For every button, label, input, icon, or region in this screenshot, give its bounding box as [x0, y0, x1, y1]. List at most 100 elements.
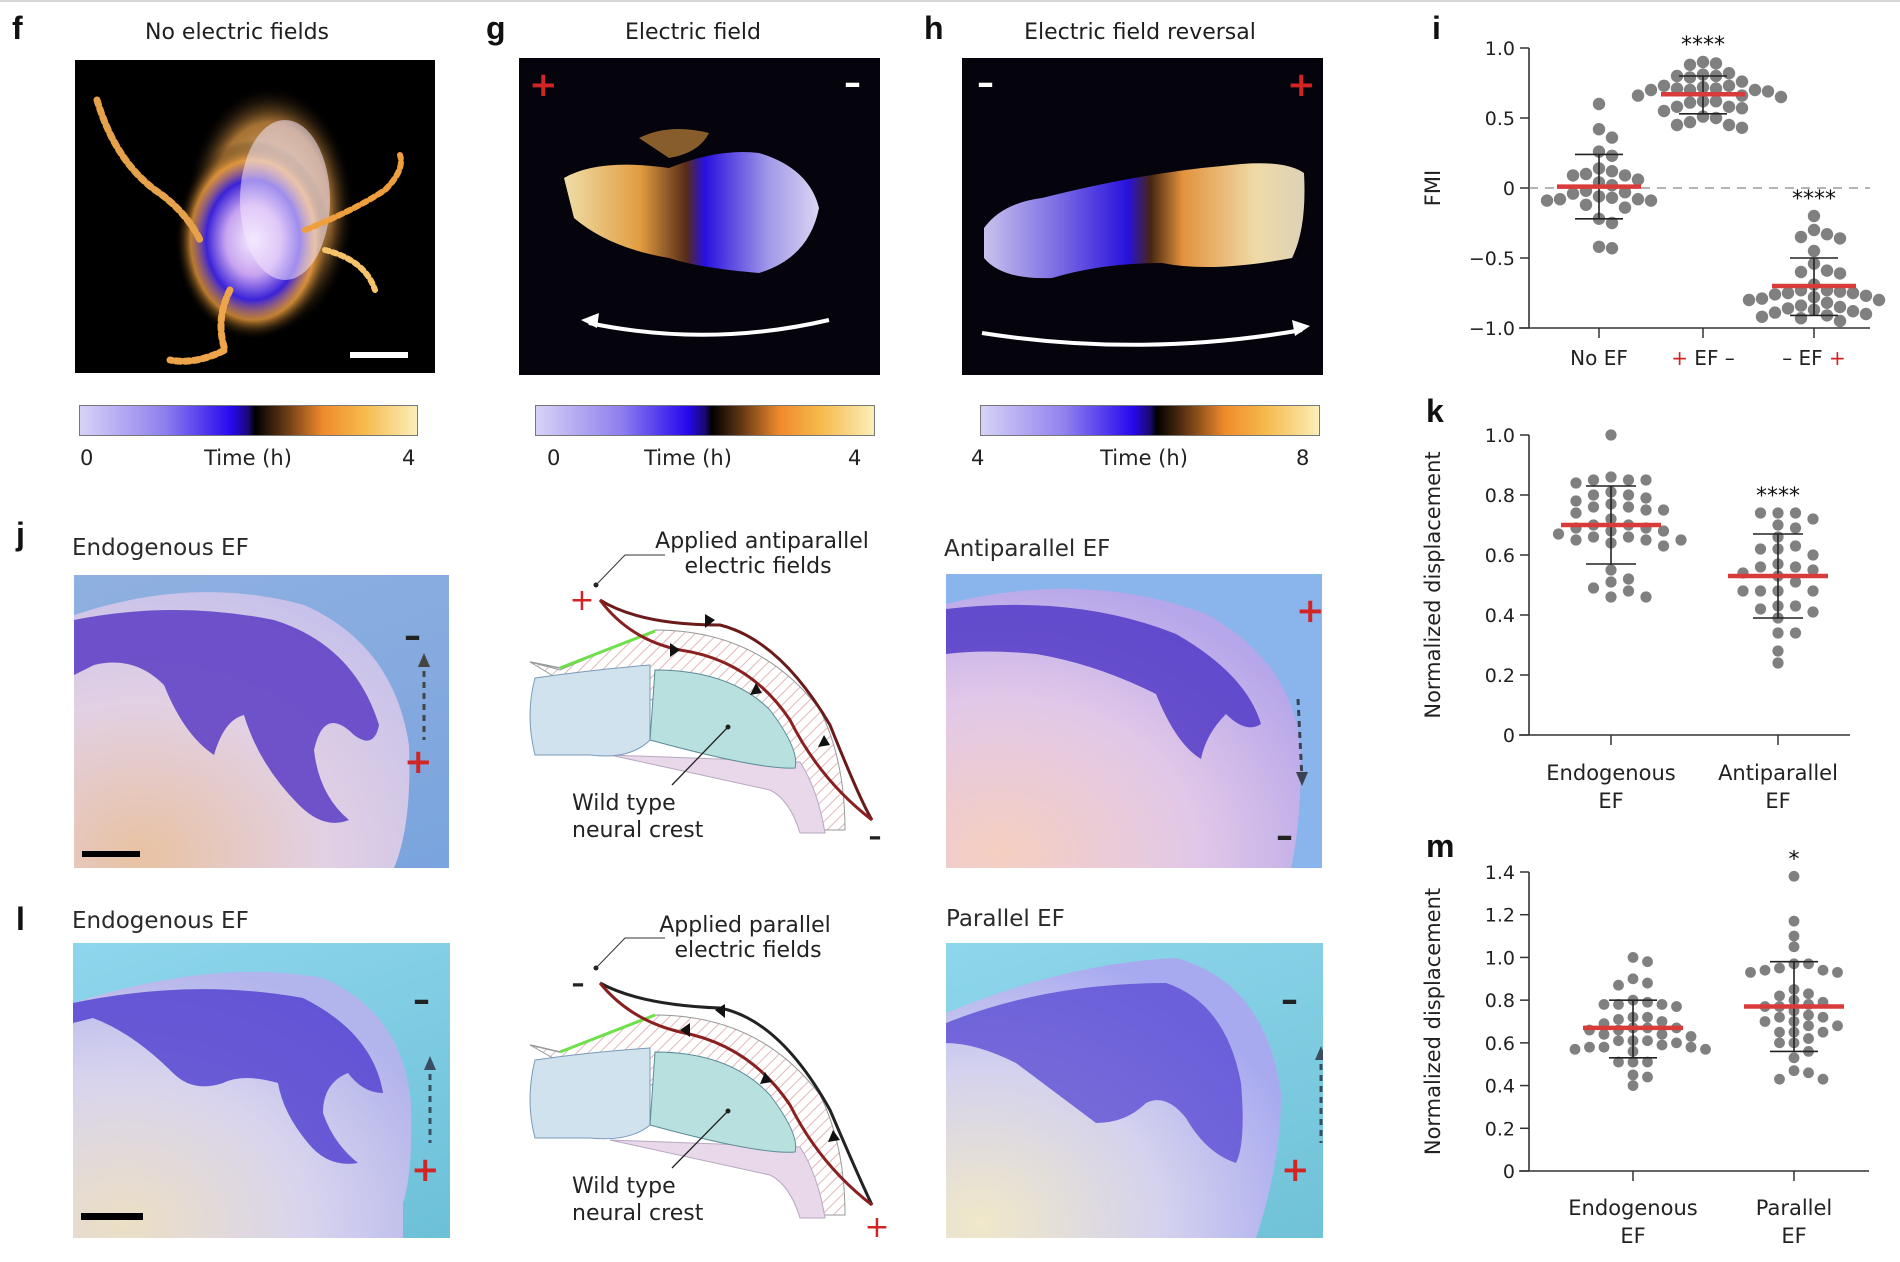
antiparallel-displacement-dot-plot: 0 0.2 0.4 0.6 0.8 1.0 Normalized displacement E… [1421, 425, 1850, 813]
field-line [599, 598, 874, 821]
data-point [1579, 167, 1593, 181]
data-point [1807, 564, 1819, 576]
trajectory-image-no-field [75, 60, 435, 373]
data-point [1683, 96, 1697, 109]
data-point [1832, 1020, 1843, 1032]
data-point [1552, 528, 1565, 540]
data-point [1584, 1041, 1595, 1053]
data-point [1685, 1041, 1697, 1053]
trajectory-cluster-field-reversal [981, 163, 1310, 347]
data-point [1789, 540, 1802, 552]
x-tick-label-line2: EF [1765, 789, 1790, 813]
minus-sign: – [413, 980, 430, 1020]
significance-marker: **** [1681, 33, 1725, 58]
y-tick-label: 0.5 [1485, 108, 1515, 130]
y-tick-label: −0.5 [1469, 248, 1515, 270]
plus-sign: + [1281, 1150, 1310, 1190]
diagram-l-title-line1: Applied parallel [659, 913, 831, 938]
data-point [1566, 169, 1580, 182]
data-point [1722, 100, 1736, 114]
data-point [1735, 121, 1749, 134]
data-point [1671, 1037, 1682, 1049]
panel-label-m: m [1426, 828, 1455, 864]
trajectory-cluster-electric-field [564, 129, 830, 337]
embryo-image-endogenous-j: – + [74, 575, 449, 868]
panel-g-title: Electric field [625, 20, 761, 45]
diagram-l-end-sign: + [864, 1210, 889, 1245]
data-point [1605, 191, 1619, 204]
data-point [1657, 525, 1670, 537]
y-tick-label: 0.8 [1485, 485, 1515, 507]
data-point [1683, 71, 1697, 84]
x-tick-label-line1: Endogenous [1568, 1196, 1697, 1220]
embryo-stain [73, 971, 436, 1238]
data-point [1754, 585, 1767, 597]
data-point [1640, 534, 1652, 546]
x-tick-label-part: + [1671, 346, 1688, 370]
embryo-stain [946, 958, 1323, 1238]
data-point [1772, 657, 1784, 669]
plus-sign: + [1296, 591, 1322, 631]
data-point [1670, 82, 1684, 95]
antiparallel-field-diagram: Applied antiparallel electric fields + –… [529, 529, 882, 852]
data-point [1789, 522, 1802, 534]
data-point [1737, 585, 1749, 597]
data-point [1622, 501, 1635, 513]
cathode-minus-sign: – [844, 63, 861, 103]
x-tick-label-line1: Antiparallel [1718, 761, 1838, 785]
data-point [1613, 1013, 1624, 1025]
panel-label-l: l [16, 901, 25, 937]
parallel-displacement-dot-plot: 0 0.2 0.4 0.6 0.8 1.0 1.2 1.4 Normalized displac… [1421, 847, 1869, 1248]
data-point [1794, 312, 1808, 325]
data-point [1788, 915, 1800, 927]
data-point [1774, 990, 1785, 1002]
top-border [0, 0, 1900, 2]
data-point [1833, 232, 1847, 245]
data-point [1788, 1065, 1800, 1077]
x-tick-label: No EF [1570, 346, 1628, 370]
data-point [1794, 299, 1808, 312]
data-point [1768, 306, 1782, 319]
data-point [1627, 973, 1639, 985]
data-point [1598, 1028, 1610, 1040]
data-point [1657, 540, 1670, 552]
data-point [1642, 1035, 1653, 1047]
data-point [1605, 591, 1617, 603]
data-point [1657, 104, 1671, 118]
data-point [1709, 57, 1723, 70]
y-axis-label: Normalized displacement [1421, 451, 1445, 718]
data-point [1605, 471, 1617, 483]
y-tick-label: 0 [1503, 178, 1515, 200]
data-point [1807, 513, 1819, 525]
y-tick-label: 0.2 [1485, 665, 1515, 687]
colorbar-f-max: 4 [402, 446, 416, 470]
data-point [1618, 201, 1632, 214]
data-point [1656, 1028, 1668, 1040]
data-point [1820, 228, 1834, 241]
minus-sign: – [1281, 980, 1298, 1020]
data-point [1833, 285, 1847, 298]
diagram-j-start-sign: + [569, 583, 594, 618]
data-point [1618, 169, 1632, 182]
diagram-j-label-line1: Wild type [572, 791, 676, 816]
data-point [1789, 627, 1802, 639]
y-axis-label: FMI [1421, 170, 1445, 206]
data-point [1598, 999, 1610, 1010]
data-point [1789, 576, 1802, 588]
data-point [1722, 118, 1736, 132]
data-point [1605, 165, 1619, 178]
data-point [1735, 75, 1749, 88]
data-point [1657, 79, 1671, 93]
panel-label-f: f [12, 10, 23, 46]
data-point [1613, 1035, 1624, 1047]
data-point [1817, 1011, 1829, 1023]
data-point [1587, 531, 1600, 543]
data-point [1859, 289, 1873, 302]
data-point [1605, 429, 1617, 441]
data-point [1627, 1069, 1639, 1081]
data-point [1622, 474, 1635, 486]
panel-l-left-title: Endogenous EF [72, 908, 249, 934]
panel-label-j: j [16, 516, 25, 552]
parallel-field-diagram: Applied parallel electric fields – + Wil… [529, 913, 890, 1245]
data-point [1807, 606, 1819, 618]
